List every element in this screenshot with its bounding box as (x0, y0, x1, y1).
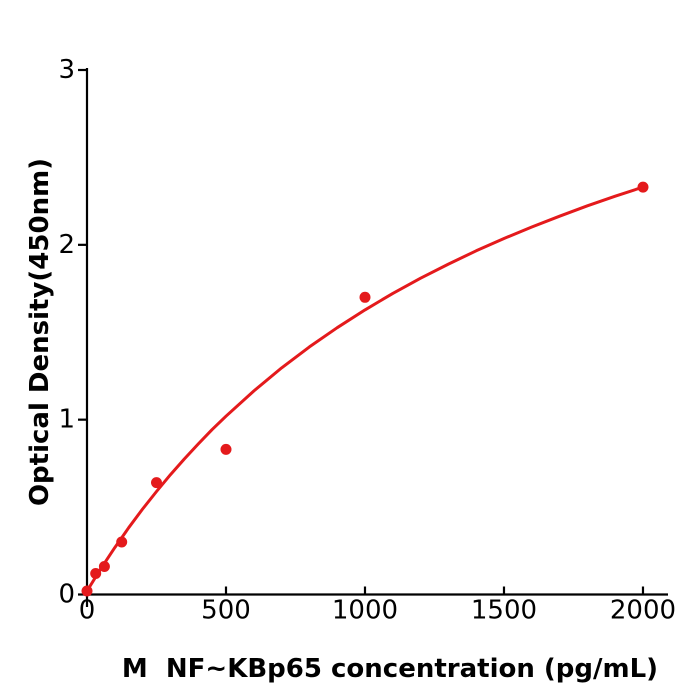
y-axis-title: Optical Density(450nm) (25, 158, 55, 506)
x-tick-label: 0 (79, 596, 96, 626)
axes-layer (78, 68, 668, 607)
y-tick-label: 1 (58, 405, 75, 435)
data-point (220, 443, 232, 455)
x-axis-title: M NF~KBp65 concentration (pg/mL) (122, 654, 658, 684)
fit-curve (85, 185, 645, 593)
data-point (151, 477, 162, 489)
tick-label-layer: 0 500 1000 1500 2000 0 1 2 3 (58, 55, 676, 626)
data-layer (81, 181, 649, 597)
y-tick-label: 3 (58, 55, 75, 85)
y-tick-label: 2 (58, 230, 75, 260)
x-tick-label: 2000 (610, 596, 676, 626)
y-tick-label: 0 (58, 580, 75, 610)
x-tick-label: 1500 (471, 596, 537, 626)
x-tick-label: 1000 (332, 596, 398, 626)
data-point (359, 291, 371, 303)
x-tick-label: 500 (201, 596, 251, 626)
